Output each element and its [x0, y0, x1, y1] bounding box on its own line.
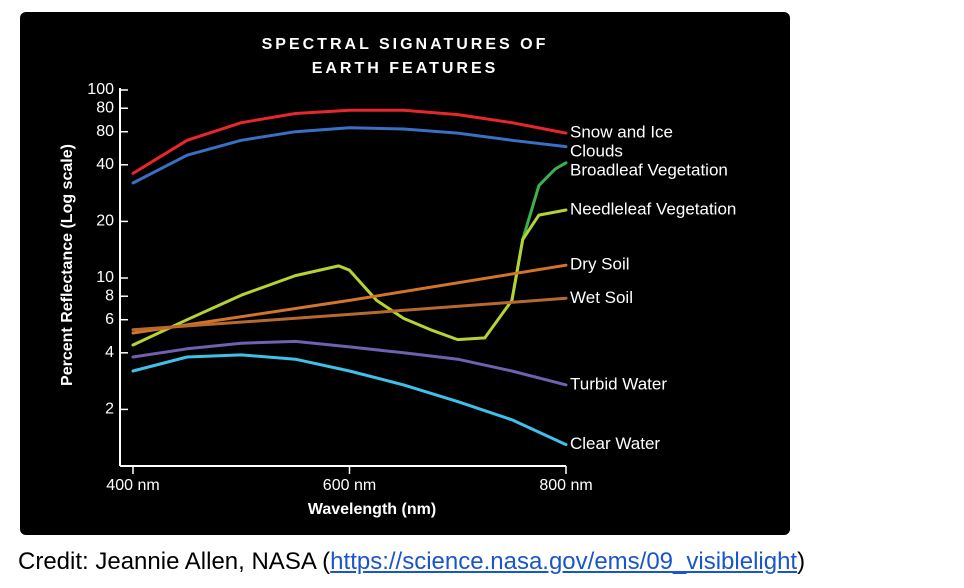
y-axis-label: Percent Reflectance (Log scale): [59, 144, 76, 386]
y-tick-label: 80: [96, 99, 114, 116]
x-tick-label: 400 nm: [106, 477, 159, 494]
chart-title: SPECTRAL SIGNATURES OF: [262, 36, 549, 53]
series-line: [131, 339, 568, 387]
legend-label: Needleleaf Vegetation: [570, 199, 736, 218]
credit: Credit: Jeannie Allen, NASA (https://sci…: [18, 548, 805, 576]
credit-link[interactable]: https://science.nasa.gov/ems/09_visiblel…: [330, 548, 798, 575]
legend-label: Broadleaf Vegetation: [570, 161, 728, 180]
series-line: [131, 353, 568, 447]
credit-text: Credit: Jeannie Allen, NASA (: [18, 548, 331, 575]
series-line: [131, 108, 568, 175]
credit-text: ): [797, 548, 806, 575]
y-tick-label: 2: [105, 401, 114, 418]
legend-label: Clouds: [570, 142, 623, 161]
y-tick-label: 80: [96, 123, 114, 140]
legend-label: Turbid Water: [570, 374, 667, 393]
x-axis-label: Wavelength (nm): [308, 501, 436, 518]
chart-title: EARTH FEATURES: [312, 60, 499, 77]
legend-label: Snow and Ice: [570, 123, 673, 142]
series-line: [131, 263, 568, 335]
y-tick-label: 20: [96, 213, 114, 230]
y-tick-label: 8: [105, 287, 114, 304]
y-tick-label: 40: [96, 156, 114, 173]
series-line: [131, 208, 568, 347]
legend-label: Dry Soil: [570, 255, 630, 274]
chart: SPECTRAL SIGNATURES OF EARTH FEATURES Wa…: [20, 12, 790, 535]
series-line: [131, 296, 568, 332]
y-tick-label: 6: [105, 311, 114, 328]
legend-label: Wet Soil: [570, 288, 633, 307]
series-line: [131, 126, 568, 185]
x-tick-label: 800 nm: [539, 477, 592, 494]
x-tick-label: 600 nm: [323, 477, 376, 494]
y-tick-label: 10: [96, 269, 114, 286]
legend-label: Clear Water: [570, 434, 660, 453]
chart-background: [20, 12, 790, 535]
y-tick-label: 4: [105, 344, 114, 361]
y-tick-label: 100: [87, 81, 114, 98]
